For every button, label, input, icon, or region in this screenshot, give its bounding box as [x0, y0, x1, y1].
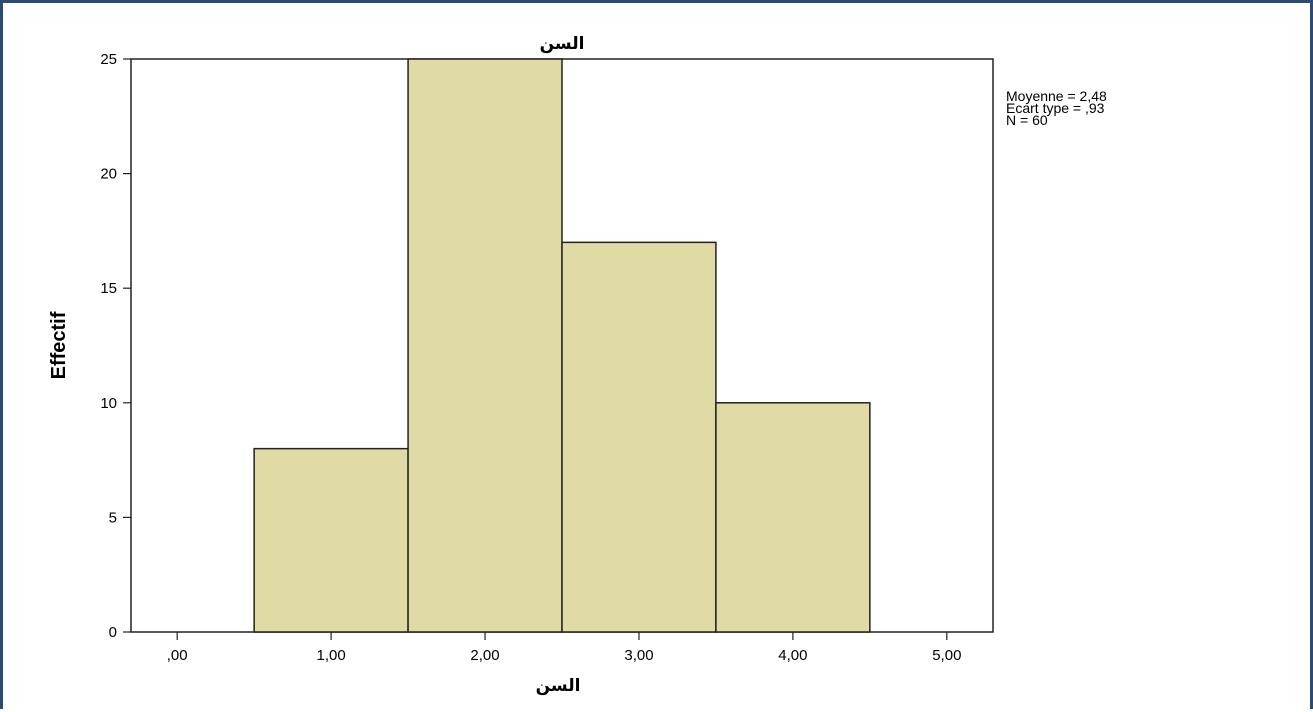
chart-title: السن — [540, 34, 585, 54]
histogram-bar-3 — [561, 241, 717, 633]
y-tick-label: 25 — [100, 51, 117, 68]
y-axis-title: Effectif — [48, 311, 70, 379]
x-tick-label: 2,00 — [470, 647, 499, 664]
y-tick-label: 0 — [109, 624, 117, 641]
x-tick-label: 3,00 — [624, 647, 653, 664]
x-tick-label: 1,00 — [317, 647, 346, 664]
stats-n: N = 60 — [1006, 112, 1048, 128]
x-axis: ,00 1,00 2,00 3,00 4,00 5,00 — [167, 632, 961, 664]
histogram-bar-2 — [407, 58, 563, 633]
y-axis: 0 5 10 15 20 25 — [100, 51, 131, 641]
x-tick-label: 5,00 — [932, 647, 961, 664]
histogram-bar-4 — [715, 402, 871, 633]
y-tick-label: 20 — [100, 166, 117, 183]
y-tick-label: 10 — [100, 395, 117, 412]
y-tick-label: 5 — [109, 509, 117, 526]
bars-group — [253, 58, 871, 633]
histogram-bar-1 — [253, 447, 409, 633]
stats-std: Ecart type = ,93 — [1006, 100, 1105, 116]
x-axis-title: السن — [536, 676, 581, 696]
y-tick-label: 15 — [100, 280, 117, 297]
stats-box: Moyenne = 2,48 Ecart type = ,93 N = 60 — [1006, 88, 1107, 128]
stats-mean: Moyenne = 2,48 — [1006, 88, 1107, 104]
x-tick-label: ,00 — [167, 647, 188, 664]
x-tick-label: 4,00 — [778, 647, 807, 664]
